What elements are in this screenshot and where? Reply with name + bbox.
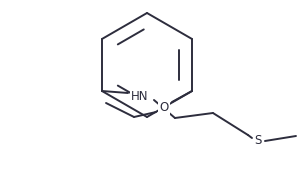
- Text: O: O: [159, 100, 169, 114]
- Text: HN: HN: [131, 90, 149, 102]
- Text: S: S: [254, 134, 262, 147]
